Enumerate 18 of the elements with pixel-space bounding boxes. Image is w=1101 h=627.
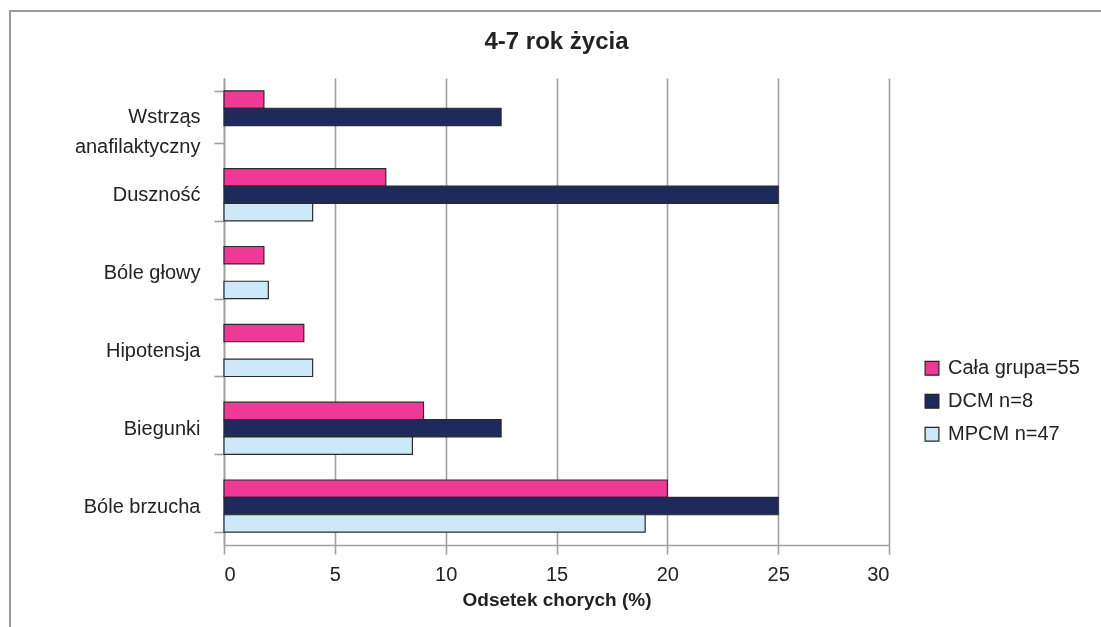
y-tick-label: Wstrząs anafilaktyczny	[74, 105, 201, 158]
x-tick-label: 25	[767, 562, 790, 585]
x-tick-label: 5	[329, 562, 341, 585]
x-tick-label: 20	[656, 562, 679, 585]
legend-label: Cała grupa=55	[948, 356, 1080, 379]
x-axis-title: Odsetek chorych (%)	[462, 588, 652, 610]
legend-label: DCM n=8	[948, 389, 1034, 412]
y-tick-label: Biegunki	[123, 416, 201, 439]
x-tick-label: 15	[545, 562, 569, 585]
y-tick-label: Hipotensja	[105, 338, 202, 361]
y-tick-label: Bóle brzucha	[83, 494, 202, 517]
x-tick-label: 30	[867, 562, 890, 585]
chart-title: 4-7 rok życia	[484, 27, 630, 54]
y-tick-label: Bóle głowy	[103, 261, 201, 284]
legend-label: MPCM n=47	[948, 422, 1060, 445]
y-tick-label: Duszność	[112, 183, 201, 206]
x-tick-label: 10	[435, 562, 458, 585]
x-tick-label: 0	[224, 562, 236, 585]
